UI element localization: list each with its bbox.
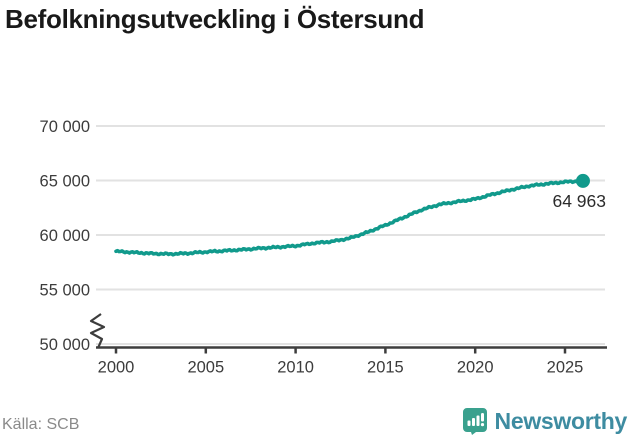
chart-title: Befolkningsutveckling i Östersund <box>5 4 425 34</box>
x-tick-label: 2000 <box>98 359 135 377</box>
end-value-label: 64 963 <box>552 191 606 211</box>
newsworthy-bubble-bar-chart-icon <box>462 408 487 435</box>
x-tick-label: 2020 <box>457 359 494 377</box>
y-tick-label: 50 000 <box>40 336 90 354</box>
x-tick-label: 2015 <box>367 359 404 377</box>
newsworthy-logo: Newsworthy <box>462 407 627 435</box>
x-tick-label: 2010 <box>277 359 314 377</box>
x-tick-label: 2005 <box>187 359 224 377</box>
population-line-chart: 50 000 55 000 60 000 65 000 70 000 2000 2005 20… <box>40 118 607 377</box>
y-tick-label: 70 000 <box>40 118 90 136</box>
source-label: Källa: SCB <box>2 416 80 433</box>
x-tick-label: 2025 <box>547 359 584 377</box>
population-series-line <box>114 178 585 257</box>
series-end-dot <box>575 173 590 188</box>
newsworthy-wordmark: Newsworthy <box>494 407 628 434</box>
y-tick-label: 55 000 <box>40 282 90 300</box>
y-tick-label: 60 000 <box>40 227 90 245</box>
axis-break-icon <box>89 313 106 349</box>
y-tick-label: 65 000 <box>40 173 90 191</box>
